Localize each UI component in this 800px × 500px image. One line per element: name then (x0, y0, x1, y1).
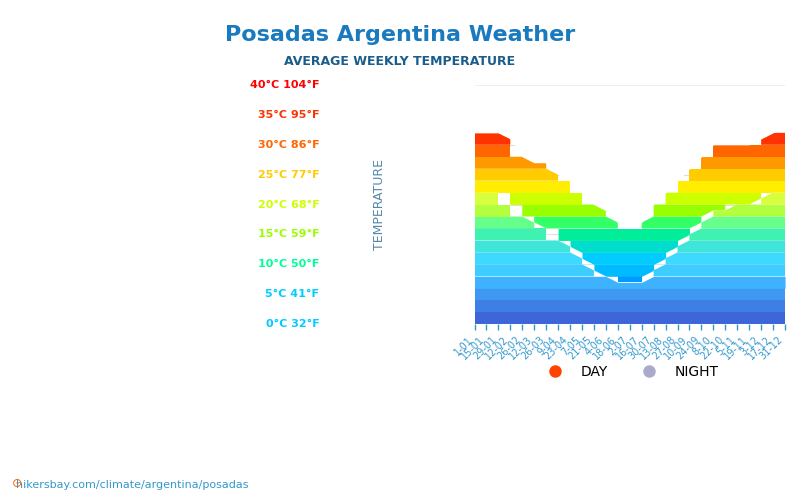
Text: Posadas Argentina Weather: Posadas Argentina Weather (225, 25, 575, 45)
Text: 20°C 68°F: 20°C 68°F (258, 200, 319, 209)
Text: AVERAGE WEEKLY TEMPERATURE: AVERAGE WEEKLY TEMPERATURE (285, 55, 515, 68)
Legend: DAY, NIGHT: DAY, NIGHT (536, 359, 724, 384)
Text: 25°C 77°F: 25°C 77°F (258, 170, 319, 179)
Text: ⊙: ⊙ (12, 477, 22, 490)
Text: 5°C 41°F: 5°C 41°F (266, 290, 319, 300)
Text: 0°C 32°F: 0°C 32°F (266, 319, 319, 329)
Text: hikersbay.com/climate/argentina/posadas: hikersbay.com/climate/argentina/posadas (16, 480, 249, 490)
Text: 15°C 59°F: 15°C 59°F (258, 230, 319, 239)
Text: 35°C 95°F: 35°C 95°F (258, 110, 319, 120)
Y-axis label: TEMPERATURE: TEMPERATURE (374, 159, 386, 250)
Text: 30°C 86°F: 30°C 86°F (258, 140, 319, 150)
Text: 40°C 104°F: 40°C 104°F (250, 80, 319, 90)
Text: 10°C 50°F: 10°C 50°F (258, 260, 319, 270)
